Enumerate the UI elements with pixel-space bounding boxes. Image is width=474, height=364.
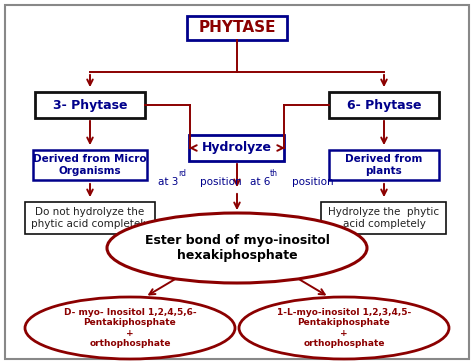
Text: Ester bond of myo-inositol
hexakiphosphate: Ester bond of myo-inositol hexakiphospha… — [145, 234, 329, 262]
FancyBboxPatch shape — [190, 135, 284, 161]
Ellipse shape — [107, 213, 367, 283]
Text: position: position — [200, 177, 242, 187]
FancyBboxPatch shape — [321, 202, 447, 234]
FancyBboxPatch shape — [25, 202, 155, 234]
Text: Hydrolyze: Hydrolyze — [202, 142, 272, 154]
FancyBboxPatch shape — [33, 150, 147, 180]
FancyBboxPatch shape — [35, 92, 145, 118]
FancyBboxPatch shape — [329, 150, 439, 180]
Text: PHYTASE: PHYTASE — [198, 20, 276, 36]
Text: position: position — [292, 177, 334, 187]
Text: D- myo- Inositol 1,2,4,5,6-
Pentakiphosphate
+
orthophosphate: D- myo- Inositol 1,2,4,5,6- Pentakiphosp… — [64, 308, 196, 348]
Text: Derived from
plants: Derived from plants — [346, 154, 423, 176]
Text: 3- Phytase: 3- Phytase — [53, 99, 127, 111]
Text: rd: rd — [178, 169, 186, 178]
FancyBboxPatch shape — [187, 16, 287, 40]
Text: Do not hydrolyze the
phytic acid completely: Do not hydrolyze the phytic acid complet… — [31, 207, 149, 229]
Text: Hydrolyze the  phytic
acid completely: Hydrolyze the phytic acid completely — [328, 207, 439, 229]
Text: at 6: at 6 — [250, 177, 270, 187]
Ellipse shape — [25, 297, 235, 359]
Text: Derived from Micro
Organisms: Derived from Micro Organisms — [33, 154, 147, 176]
Text: at 3: at 3 — [158, 177, 178, 187]
Text: th: th — [270, 169, 278, 178]
Text: 6- Phytase: 6- Phytase — [347, 99, 421, 111]
FancyBboxPatch shape — [5, 5, 469, 359]
FancyBboxPatch shape — [329, 92, 439, 118]
Ellipse shape — [239, 297, 449, 359]
Text: 1-L-myo-inositol 1,2,3,4,5-
Pentakiphosphate
+
orthophosphate: 1-L-myo-inositol 1,2,3,4,5- Pentakiphosp… — [277, 308, 411, 348]
